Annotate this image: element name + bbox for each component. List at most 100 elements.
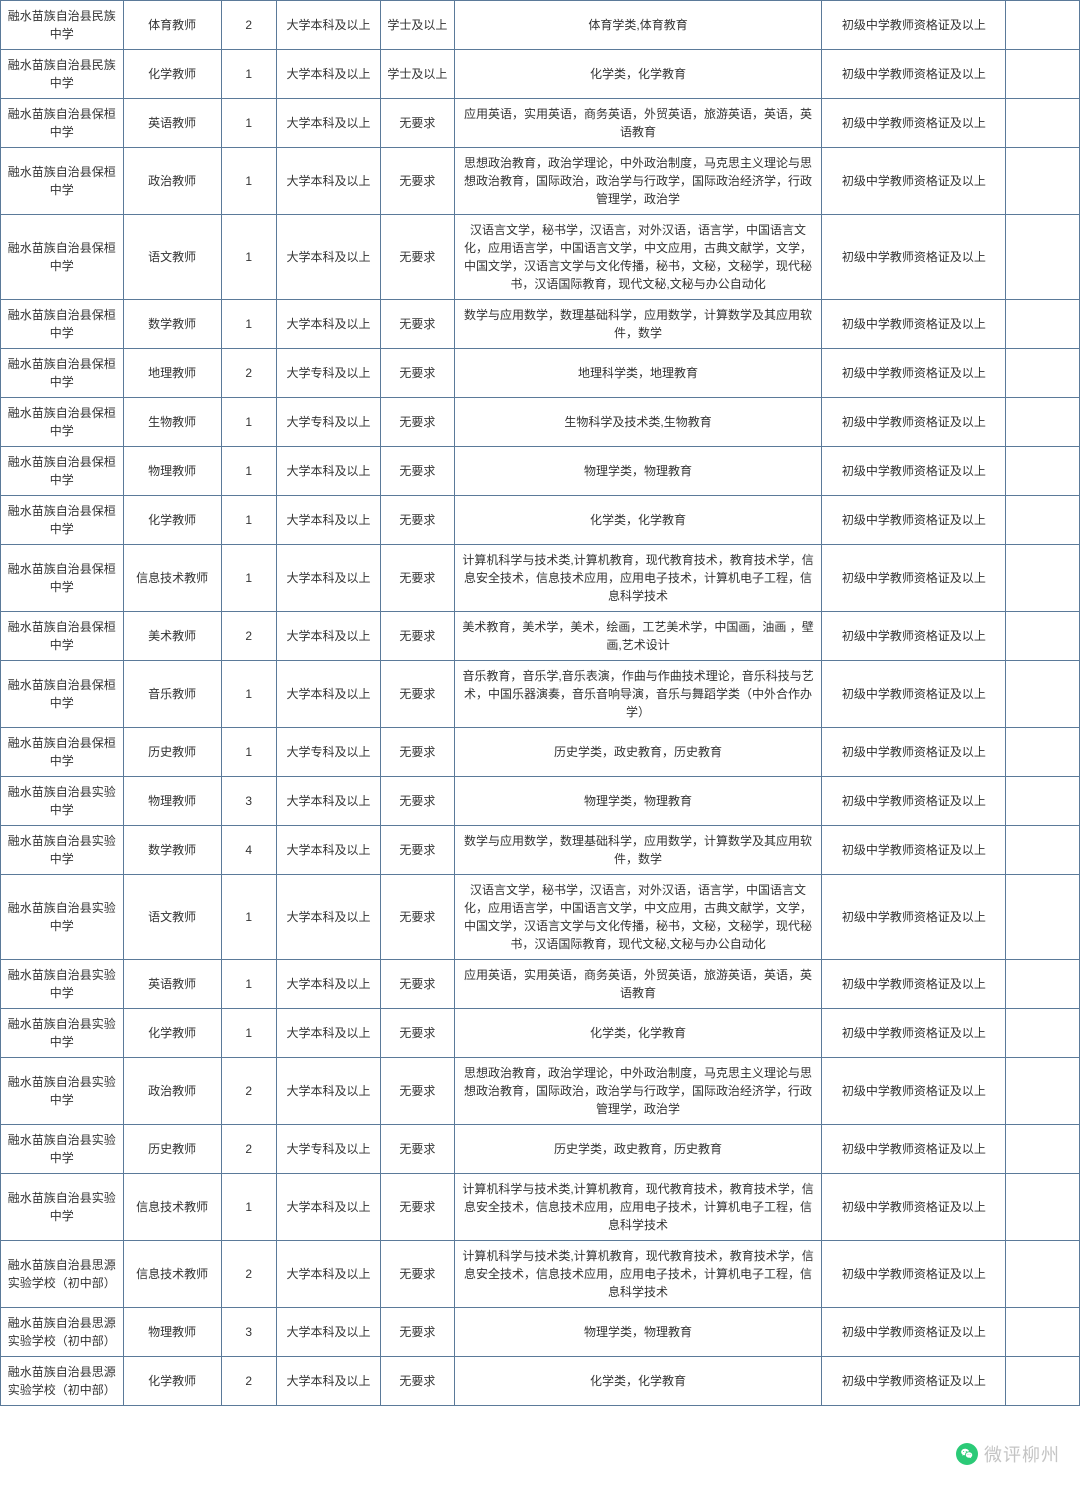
table-row: 融水苗族自治县实验中学语文教师1大学本科及以上无要求汉语言文学，秘书学，汉语言，…	[1, 875, 1080, 960]
table-row: 融水苗族自治县思源实验学校（初中部）化学教师2大学本科及以上无要求化学类，化学教…	[1, 1357, 1080, 1406]
table-cell: 融水苗族自治县保桓中学	[1, 496, 124, 545]
table-cell: 1	[221, 300, 276, 349]
table-cell: 1	[221, 148, 276, 215]
table-cell: 初级中学教师资格证及以上	[822, 1125, 1006, 1174]
table-cell: 初级中学教师资格证及以上	[822, 398, 1006, 447]
table-cell: 物理学类，物理教育	[454, 777, 822, 826]
table-cell: 1	[221, 50, 276, 99]
table-cell: 计算机科学与技术类,计算机教育，现代教育技术，教育技术学，信息安全技术，信息技术…	[454, 1241, 822, 1308]
table-cell	[1006, 1308, 1080, 1357]
table-row: 融水苗族自治县思源实验学校（初中部）信息技术教师2大学本科及以上无要求计算机科学…	[1, 1241, 1080, 1308]
table-cell: 体育教师	[123, 1, 221, 50]
table-cell: 3	[221, 1308, 276, 1357]
table-cell	[1006, 1174, 1080, 1241]
table-cell: 融水苗族自治县保桓中学	[1, 661, 124, 728]
table-row: 融水苗族自治县保桓中学信息技术教师1大学本科及以上无要求计算机科学与技术类,计算…	[1, 545, 1080, 612]
table-cell: 初级中学教师资格证及以上	[822, 1174, 1006, 1241]
table-cell: 初级中学教师资格证及以上	[822, 1, 1006, 50]
table-cell: 无要求	[381, 728, 455, 777]
table-cell	[1006, 215, 1080, 300]
table-cell: 2	[221, 1241, 276, 1308]
table-cell: 大学本科及以上	[276, 1174, 380, 1241]
table-cell: 初级中学教师资格证及以上	[822, 1308, 1006, 1357]
table-cell: 4	[221, 826, 276, 875]
table-cell: 信息技术教师	[123, 545, 221, 612]
table-cell: 思想政治教育，政治学理论，中外政治制度，马克思主义理论与思想政治教育，国际政治，…	[454, 148, 822, 215]
table-cell: 初级中学教师资格证及以上	[822, 1058, 1006, 1125]
table-row: 融水苗族自治县保桓中学地理教师2大学专科及以上无要求地理科学类，地理教育初级中学…	[1, 349, 1080, 398]
table-cell: 初级中学教师资格证及以上	[822, 1241, 1006, 1308]
table-row: 融水苗族自治县实验中学政治教师2大学本科及以上无要求思想政治教育，政治学理论，中…	[1, 1058, 1080, 1125]
table-cell	[1006, 148, 1080, 215]
table-row: 融水苗族自治县民族中学化学教师1大学本科及以上学士及以上化学类，化学教育初级中学…	[1, 50, 1080, 99]
table-cell: 融水苗族自治县实验中学	[1, 1125, 124, 1174]
table-cell: 大学本科及以上	[276, 215, 380, 300]
table-cell: 融水苗族自治县保桓中学	[1, 148, 124, 215]
table-cell: 大学本科及以上	[276, 496, 380, 545]
table-cell: 地理教师	[123, 349, 221, 398]
table-cell: 数学教师	[123, 826, 221, 875]
table-cell: 1	[221, 496, 276, 545]
table-cell	[1006, 99, 1080, 148]
table-row: 融水苗族自治县保桓中学历史教师1大学专科及以上无要求历史学类，政史教育，历史教育…	[1, 728, 1080, 777]
table-cell: 无要求	[381, 496, 455, 545]
table-cell	[1006, 661, 1080, 728]
table-row: 融水苗族自治县民族中学体育教师2大学本科及以上学士及以上体育学类,体育教育初级中…	[1, 1, 1080, 50]
table-cell: 音乐教师	[123, 661, 221, 728]
table-cell	[1006, 612, 1080, 661]
table-row: 融水苗族自治县保桓中学语文教师1大学本科及以上无要求汉语言文学，秘书学，汉语言，…	[1, 215, 1080, 300]
table-cell	[1006, 1, 1080, 50]
table-cell: 初级中学教师资格证及以上	[822, 50, 1006, 99]
table-cell: 化学教师	[123, 1357, 221, 1406]
table-cell: 无要求	[381, 99, 455, 148]
table-cell: 初级中学教师资格证及以上	[822, 826, 1006, 875]
table-cell: 大学本科及以上	[276, 826, 380, 875]
table-cell	[1006, 447, 1080, 496]
table-cell: 无要求	[381, 398, 455, 447]
table-row: 融水苗族自治县思源实验学校（初中部）物理教师3大学本科及以上无要求物理学类，物理…	[1, 1308, 1080, 1357]
table-cell: 历史教师	[123, 1125, 221, 1174]
table-cell: 大学本科及以上	[276, 777, 380, 826]
table-cell: 无要求	[381, 1009, 455, 1058]
table-cell: 初级中学教师资格证及以上	[822, 661, 1006, 728]
table-cell: 美术教育，美术学，美术，绘画，工艺美术学，中国画，油画 ，壁画,艺术设计	[454, 612, 822, 661]
table-cell	[1006, 728, 1080, 777]
table-cell: 化学类，化学教育	[454, 1009, 822, 1058]
table-cell: 语文教师	[123, 215, 221, 300]
watermark-text: 微评柳州	[984, 1441, 1060, 1467]
table-cell: 大学本科及以上	[276, 612, 380, 661]
table-cell: 融水苗族自治县保桓中学	[1, 300, 124, 349]
table-cell	[1006, 1009, 1080, 1058]
table-cell: 无要求	[381, 1241, 455, 1308]
table-cell: 融水苗族自治县思源实验学校（初中部）	[1, 1308, 124, 1357]
table-cell: 大学本科及以上	[276, 1058, 380, 1125]
table-cell: 大学本科及以上	[276, 1357, 380, 1406]
table-cell	[1006, 777, 1080, 826]
table-cell: 初级中学教师资格证及以上	[822, 447, 1006, 496]
table-cell: 化学教师	[123, 50, 221, 99]
table-cell: 无要求	[381, 349, 455, 398]
table-cell: 无要求	[381, 215, 455, 300]
table-cell: 1	[221, 960, 276, 1009]
wechat-icon	[956, 1443, 978, 1465]
table-cell: 无要求	[381, 148, 455, 215]
table-cell: 信息技术教师	[123, 1241, 221, 1308]
table-cell: 融水苗族自治县思源实验学校（初中部）	[1, 1241, 124, 1308]
table-cell: 融水苗族自治县保桓中学	[1, 447, 124, 496]
table-cell: 物理教师	[123, 1308, 221, 1357]
table-cell: 化学类，化学教育	[454, 50, 822, 99]
table-cell: 大学本科及以上	[276, 1241, 380, 1308]
table-cell	[1006, 349, 1080, 398]
table-cell: 英语教师	[123, 99, 221, 148]
table-cell: 初级中学教师资格证及以上	[822, 1357, 1006, 1406]
table-cell: 融水苗族自治县实验中学	[1, 875, 124, 960]
table-cell: 历史教师	[123, 728, 221, 777]
table-cell: 融水苗族自治县民族中学	[1, 1, 124, 50]
table-cell: 物理教师	[123, 447, 221, 496]
table-cell: 英语教师	[123, 960, 221, 1009]
table-cell	[1006, 300, 1080, 349]
table-cell: 融水苗族自治县实验中学	[1, 1009, 124, 1058]
table-cell: 应用英语，实用英语，商务英语，外贸英语，旅游英语，英语，英语教育	[454, 99, 822, 148]
table-cell: 物理教师	[123, 777, 221, 826]
table-cell	[1006, 50, 1080, 99]
